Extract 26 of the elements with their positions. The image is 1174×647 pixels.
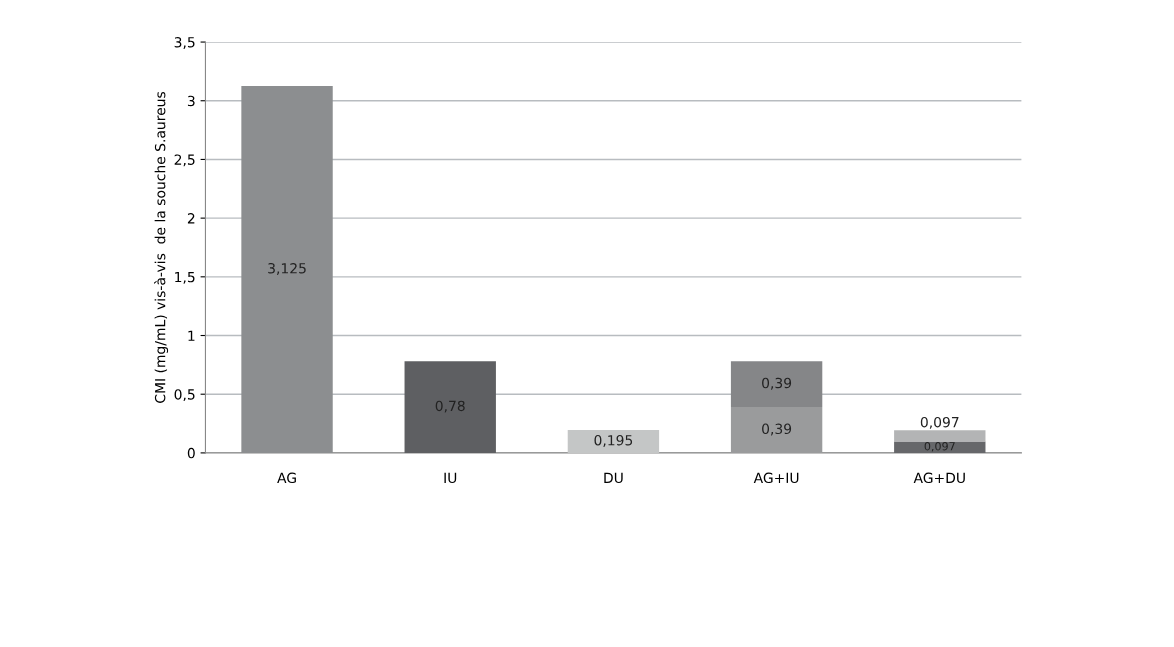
x-tick-label: IU [444,472,457,484]
y-tick-label: 1 [188,330,195,341]
y-tick-label: 3 [187,95,195,107]
bar [894,430,986,442]
bar [404,361,496,453]
bar [567,430,660,453]
data-label: 0,097 [924,442,955,452]
y-tick-label: 0 [187,447,195,459]
data-label: 0,39 [762,377,792,390]
data-label: 0,78 [435,400,465,413]
x-tick-label: DU [604,472,623,484]
y-tick-label: 2,5 [174,154,195,167]
data-label: 0,097 [920,416,959,429]
x-tick-label: AG [277,472,296,484]
y-tick-label: 2 [187,213,195,224]
x-tick-label: AG+DU [913,472,965,484]
y-tick-label: 1,5 [175,271,195,284]
data-label: 3,125 [268,263,306,275]
data-label: 0,195 [594,434,633,447]
y-tick-label: 3,5 [174,37,195,49]
y-axis-title: CMI (mg/mL) vis-à-vis de la souche S.aureus [154,91,169,403]
y-tick-label: 0,5 [174,389,195,402]
x-tick-label: AG+IU [753,472,799,484]
data-label: 0,39 [762,423,792,436]
bar [730,361,823,408]
bar [730,407,823,453]
